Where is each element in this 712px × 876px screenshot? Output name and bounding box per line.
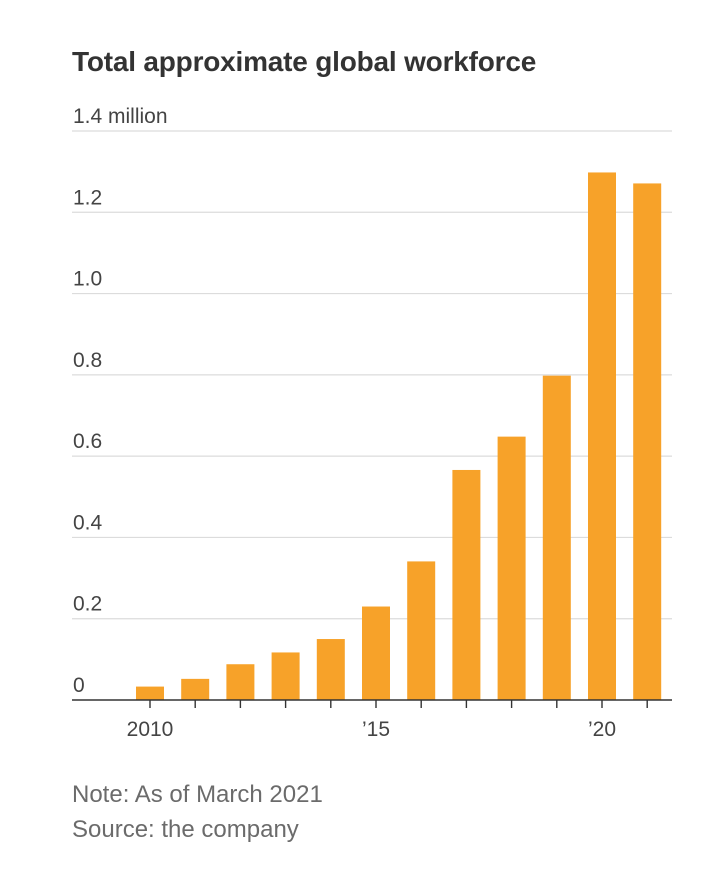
gridlines — [72, 130, 672, 620]
bar-2016 — [407, 561, 436, 700]
y-tick-label: 1.4 million — [73, 105, 168, 128]
bar-2011 — [181, 678, 210, 700]
bar-2017 — [452, 469, 481, 700]
bar-2015 — [362, 606, 390, 700]
bar-chart: 0 0.2 0.4 0.6 0.8 1.0 1.2 1.4 million 2010 ’15 ’2… — [72, 105, 672, 741]
y-tick-label: 0 — [73, 674, 85, 697]
bar-2019 — [542, 375, 571, 700]
y-tick-label: 0.8 — [73, 349, 102, 372]
bars — [136, 172, 662, 701]
bar-2013 — [271, 652, 300, 700]
y-tick-label: 1.2 — [73, 186, 102, 209]
bar-2021 — [633, 183, 662, 700]
x-tick-label: 2010 — [127, 718, 174, 741]
y-tick-label: 0.2 — [73, 593, 102, 616]
y-tick-label: 1.0 — [73, 268, 102, 291]
bar-2010 — [136, 686, 164, 700]
y-tick-label: 0.6 — [73, 430, 102, 453]
chart-source: Source: the company — [72, 816, 299, 843]
bar-2012 — [226, 664, 255, 700]
bar-2018 — [497, 436, 526, 700]
chart-note: Note: As of March 2021 — [72, 781, 323, 808]
bar-2014 — [316, 639, 345, 700]
x-tick-label: ’20 — [588, 718, 616, 741]
y-tick-label: 0.4 — [73, 511, 103, 534]
chart-title: Total approximate global workforce — [72, 46, 537, 77]
x-tick-label: ’15 — [362, 718, 390, 741]
bar-2020 — [588, 172, 616, 701]
x-axis: 2010 ’15 ’20 — [72, 699, 672, 741]
y-axis-labels: 0 0.2 0.4 0.6 0.8 1.0 1.2 1.4 million — [73, 105, 168, 697]
